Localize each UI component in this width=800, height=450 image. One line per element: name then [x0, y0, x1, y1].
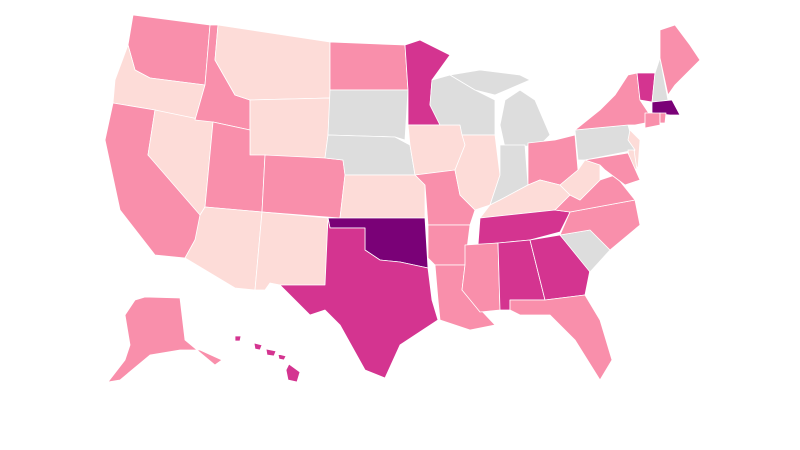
state-shape[interactable] — [449, 69, 531, 96]
state-mi[interactable] — [449, 69, 551, 149]
state-shape[interactable] — [214, 24, 331, 101]
state-shape[interactable] — [529, 234, 591, 301]
state-shape[interactable] — [584, 152, 641, 186]
state-il[interactable] — [454, 134, 501, 211]
state-shape[interactable] — [509, 294, 613, 381]
state-shape[interactable] — [559, 159, 601, 201]
state-sd[interactable] — [327, 89, 409, 141]
state-shape[interactable] — [254, 211, 329, 291]
state-shape[interactable] — [327, 89, 409, 141]
state-shape[interactable] — [659, 112, 667, 124]
state-ak[interactable] — [107, 296, 223, 383]
state-shape[interactable] — [499, 89, 551, 149]
state-shape[interactable] — [253, 342, 263, 351]
state-shape[interactable] — [277, 353, 287, 361]
state-shape[interactable] — [234, 335, 242, 342]
state-shape[interactable] — [261, 154, 346, 219]
state-shape[interactable] — [427, 224, 471, 266]
state-shape[interactable] — [265, 348, 277, 357]
state-co[interactable] — [261, 154, 346, 219]
state-ma[interactable] — [651, 99, 681, 116]
state-shape[interactable] — [279, 217, 439, 379]
state-shape[interactable] — [285, 363, 301, 383]
state-shape[interactable] — [644, 112, 661, 129]
state-md[interactable] — [584, 152, 641, 186]
state-ks[interactable] — [339, 174, 426, 219]
state-shape[interactable] — [107, 296, 223, 383]
state-ri[interactable] — [659, 112, 667, 124]
state-nd[interactable] — [329, 41, 409, 91]
state-hi[interactable] — [234, 335, 301, 383]
state-wv[interactable] — [559, 159, 601, 201]
state-me[interactable] — [659, 24, 701, 96]
state-shape[interactable] — [651, 99, 681, 116]
state-mt[interactable] — [214, 24, 331, 101]
state-shape[interactable] — [249, 97, 331, 159]
state-shape[interactable] — [329, 41, 409, 91]
state-ct[interactable] — [644, 112, 661, 129]
state-shape[interactable] — [659, 24, 701, 96]
state-wy[interactable] — [249, 97, 331, 159]
state-tx[interactable] — [279, 217, 439, 379]
state-shape[interactable] — [339, 174, 426, 219]
state-ar[interactable] — [427, 224, 471, 266]
state-nm[interactable] — [254, 211, 329, 291]
state-shape[interactable] — [454, 134, 501, 211]
state-ga[interactable] — [529, 234, 591, 301]
state-fl[interactable] — [509, 294, 613, 381]
